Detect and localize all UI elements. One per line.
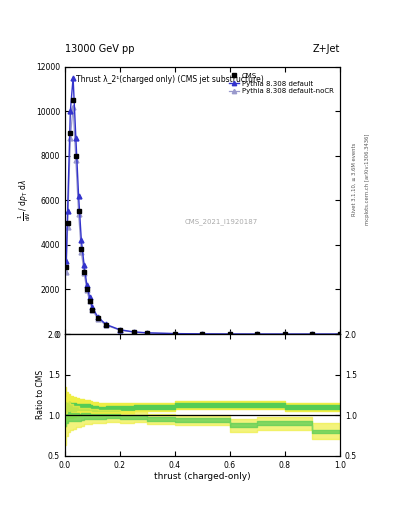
CMS <box>76 208 81 215</box>
Pythia 8.308 default <box>131 329 136 335</box>
Pythia 8.308 default <box>95 314 100 320</box>
Pythia 8.308 default-noCR <box>283 331 287 337</box>
Pythia 8.308 default <box>338 331 342 337</box>
CMS <box>65 220 70 226</box>
Pythia 8.308 default-noCR <box>338 331 342 337</box>
Pythia 8.308 default-noCR <box>104 322 108 328</box>
CMS <box>338 331 342 337</box>
CMS <box>73 153 78 159</box>
Text: 13000 GeV pp: 13000 GeV pp <box>65 44 134 54</box>
Pythia 8.308 default-noCR <box>173 331 177 337</box>
Pythia 8.308 default <box>173 331 177 337</box>
Text: Rivet 3.1.10, ≥ 3.6M events: Rivet 3.1.10, ≥ 3.6M events <box>352 142 357 216</box>
Pythia 8.308 default-noCR <box>64 269 69 275</box>
Line: CMS: CMS <box>64 98 342 336</box>
Pythia 8.308 default-noCR <box>255 331 260 337</box>
Pythia 8.308 default-noCR <box>76 210 81 217</box>
CMS <box>145 330 150 336</box>
Pythia 8.308 default <box>90 304 95 310</box>
CMS <box>104 322 108 328</box>
CMS <box>95 315 100 322</box>
CMS <box>82 269 86 275</box>
Text: mcplots.cern.ch [arXiv:1306.3436]: mcplots.cern.ch [arXiv:1306.3436] <box>365 134 371 225</box>
Pythia 8.308 default-noCR <box>73 157 78 163</box>
Pythia 8.308 default <box>64 258 69 264</box>
Pythia 8.308 default <box>87 294 92 301</box>
Pythia 8.308 default-noCR <box>87 298 92 304</box>
CMS <box>173 331 177 337</box>
CMS <box>131 329 136 335</box>
CMS <box>84 286 89 292</box>
CMS <box>90 307 95 313</box>
Y-axis label: Ratio to CMS: Ratio to CMS <box>36 370 45 419</box>
Pythia 8.308 default <box>82 262 86 268</box>
CMS <box>118 327 122 333</box>
Pythia 8.308 default-noCR <box>71 103 75 110</box>
CMS <box>79 246 84 252</box>
X-axis label: thrust (charged-only): thrust (charged-only) <box>154 472 251 481</box>
Legend: CMS, Pythia 8.308 default, Pythia 8.308 default-noCR: CMS, Pythia 8.308 default, Pythia 8.308 … <box>226 70 336 97</box>
Pythia 8.308 default-noCR <box>90 307 95 313</box>
Text: Thrust λ_2¹(charged only) (CMS jet substructure): Thrust λ_2¹(charged only) (CMS jet subst… <box>76 75 264 83</box>
Pythia 8.308 default <box>118 327 122 333</box>
Pythia 8.308 default-noCR <box>145 330 150 336</box>
Pythia 8.308 default <box>76 193 81 199</box>
Pythia 8.308 default <box>73 135 78 141</box>
Pythia 8.308 default-noCR <box>228 331 232 337</box>
Pythia 8.308 default-noCR <box>200 331 205 337</box>
Text: Z+Jet: Z+Jet <box>312 44 340 54</box>
CMS <box>283 331 287 337</box>
Pythia 8.308 default-noCR <box>310 331 315 337</box>
Pythia 8.308 default <box>84 282 89 288</box>
CMS <box>71 97 75 103</box>
CMS <box>255 331 260 337</box>
Pythia 8.308 default <box>255 331 260 337</box>
Pythia 8.308 default-noCR <box>68 135 73 141</box>
Pythia 8.308 default <box>104 322 108 328</box>
CMS <box>68 131 73 137</box>
Pythia 8.308 default <box>68 108 73 114</box>
CMS <box>228 331 232 337</box>
Pythia 8.308 default <box>65 208 70 215</box>
Pythia 8.308 default <box>79 238 84 244</box>
CMS <box>64 264 69 270</box>
Y-axis label: $\frac{1}{\mathrm{d}N}$ / $\mathrm{d}p_\mathrm{T}$ $\mathrm{d}\lambda$: $\frac{1}{\mathrm{d}N}$ / $\mathrm{d}p_\… <box>17 179 33 221</box>
Pythia 8.308 default <box>310 331 315 337</box>
Pythia 8.308 default-noCR <box>84 287 89 293</box>
Pythia 8.308 default-noCR <box>79 248 84 254</box>
Pythia 8.308 default-noCR <box>131 329 136 335</box>
Pythia 8.308 default <box>283 331 287 337</box>
Pythia 8.308 default <box>200 331 205 337</box>
Pythia 8.308 default-noCR <box>95 315 100 322</box>
Pythia 8.308 default <box>228 331 232 337</box>
Pythia 8.308 default-noCR <box>118 327 122 333</box>
Pythia 8.308 default-noCR <box>65 224 70 230</box>
Text: CMS_2021_I1920187: CMS_2021_I1920187 <box>185 218 258 225</box>
Line: Pythia 8.308 default-noCR: Pythia 8.308 default-noCR <box>64 104 342 336</box>
CMS <box>310 331 315 337</box>
CMS <box>87 297 92 304</box>
Pythia 8.308 default-noCR <box>82 270 86 276</box>
Pythia 8.308 default <box>145 330 150 336</box>
CMS <box>200 331 205 337</box>
Pythia 8.308 default <box>71 75 75 81</box>
Line: Pythia 8.308 default: Pythia 8.308 default <box>64 75 342 336</box>
